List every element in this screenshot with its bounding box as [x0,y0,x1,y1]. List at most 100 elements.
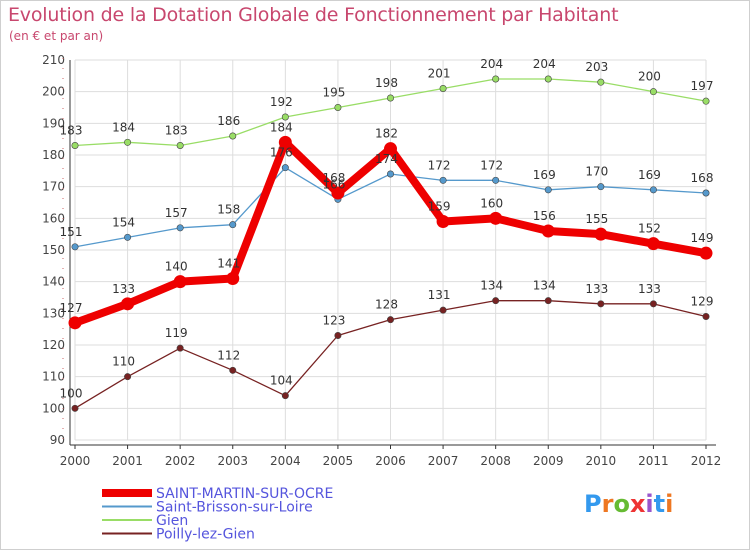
data-label-saint-martin-sur-ocre: 149 [691,231,714,245]
data-point-saint-martin-sur-ocre [541,224,555,238]
x-tick-label: 2010 [586,454,617,468]
data-point-poilly-lez-gien [544,297,552,305]
data-point-saint-brisson-sur-loire [386,170,394,178]
data-point-poilly-lez-gien [597,300,605,308]
data-point-saint-martin-sur-ocre [68,316,82,330]
logo-letter: i [665,490,674,518]
series-group [68,75,713,412]
data-point-saint-brisson-sur-loire [649,186,657,194]
data-point-saint-martin-sur-ocre [384,142,397,156]
x-tick-label: 2001 [112,454,143,468]
y-tick-label: 190 [42,116,65,130]
data-point-saint-brisson-sur-loire [439,176,447,184]
grid-lines [74,59,707,441]
data-point-poilly-lez-gien [334,331,342,339]
data-label-poilly-lez-gien: 112 [217,348,240,362]
data-point-gien [649,88,657,96]
y-tick-label: 160 [42,211,65,225]
data-label-saint-brisson-sur-loire: 154 [112,215,135,229]
y-tick-label: 100 [42,401,65,415]
data-label-saint-brisson-sur-loire: 151 [60,225,83,239]
data-label-saint-brisson-sur-loire: 170 [585,165,608,179]
y-tick-label: 150 [42,243,65,257]
data-point-saint-martin-sur-ocre [594,227,608,241]
data-label-saint-brisson-sur-loire: 168 [691,171,714,185]
x-tick-label: 2009 [533,454,564,468]
data-point-poilly-lez-gien [386,316,394,324]
data-label-poilly-lez-gien: 134 [533,279,556,293]
data-point-poilly-lez-gien [281,392,289,400]
y-tick-label: 130 [42,306,65,320]
x-tick-label: 2004 [270,454,301,468]
data-point-gien [492,75,500,83]
data-point-gien [702,97,710,105]
data-point-saint-brisson-sur-loire [597,183,605,191]
chart-subtitle: (en € et par an) [9,29,104,43]
data-label-gien: 184 [112,120,135,134]
x-tick-label: 2011 [638,454,669,468]
data-point-saint-brisson-sur-loire [229,221,237,229]
data-point-gien [544,75,552,83]
data-point-saint-martin-sur-ocre [226,272,240,285]
data-label-saint-martin-sur-ocre: 141 [217,257,240,271]
y-tick-label: 90 [50,433,65,447]
data-labels: 183 184 183 186 192 195 198 201 204 204 203 200 197 1… [60,57,714,400]
legend-label: SAINT-MARTIN-SUR-OCRE [156,486,333,502]
data-label-saint-brisson-sur-loire: 157 [165,206,188,220]
data-label-gien: 201 [428,67,451,81]
data-point-saint-brisson-sur-loire [702,189,710,197]
y-tick-label: 120 [42,338,65,352]
logo-letter: P [584,490,602,518]
data-point-poilly-lez-gien [439,306,447,314]
data-point-saint-martin-sur-ocre [121,297,135,311]
data-point-gien [229,132,237,140]
data-point-gien [334,104,342,112]
data-point-saint-martin-sur-ocre [489,211,503,225]
data-point-gien [386,94,394,102]
data-label-saint-brisson-sur-loire: 158 [217,203,240,217]
data-label-gien: 183 [60,124,83,138]
data-label-saint-martin-sur-ocre: 156 [533,209,556,223]
data-label-poilly-lez-gien: 129 [691,295,714,309]
y-tick-label: 170 [42,180,65,194]
data-label-saint-martin-sur-ocre: 127 [60,301,83,315]
x-tick-label: 2003 [217,454,248,468]
y-tick-label: 110 [42,370,65,384]
data-point-saint-martin-sur-ocre [646,237,660,251]
data-label-poilly-lez-gien: 133 [585,282,608,296]
data-point-saint-brisson-sur-loire [544,186,552,194]
data-label-saint-brisson-sur-loire: 169 [533,168,556,182]
data-point-saint-martin-sur-ocre [173,275,187,289]
data-label-poilly-lez-gien: 134 [480,279,503,293]
data-point-poilly-lez-gien [176,344,184,352]
logo-letter: x [629,490,646,518]
data-point-saint-brisson-sur-loire [71,243,79,251]
data-point-saint-brisson-sur-loire [124,233,132,241]
data-point-saint-brisson-sur-loire [176,224,184,232]
data-label-gien: 197 [691,79,714,93]
legend-label: Saint-Brisson-sur-Loire [156,500,313,516]
x-tick-label: 2002 [165,454,196,468]
logo-letter: o [613,490,630,518]
data-label-saint-brisson-sur-loire: 176 [270,146,293,160]
data-label-saint-martin-sur-ocre: 133 [112,282,135,296]
data-point-gien [597,78,605,86]
data-label-poilly-lez-gien: 100 [60,386,83,400]
x-tick-label: 2007 [428,454,459,468]
legend: SAINT-MARTIN-SUR-OCRESaint-Brisson-sur-L… [102,486,333,543]
data-label-saint-martin-sur-ocre: 168 [322,171,345,185]
data-point-saint-martin-sur-ocre [699,246,713,260]
data-label-gien: 204 [533,57,556,71]
y-tick-label: 210 [42,53,65,67]
y-tick-label: 180 [42,148,65,162]
data-label-gien: 192 [270,95,293,109]
x-tick-label: 2000 [60,454,91,468]
data-label-poilly-lez-gien: 131 [428,288,451,302]
data-label-poilly-lez-gien: 110 [112,355,135,369]
data-label-saint-martin-sur-ocre: 182 [375,127,398,141]
data-point-gien [124,138,132,146]
proxiti-logo: Proxiti [584,490,673,518]
data-label-saint-martin-sur-ocre: 160 [480,196,503,210]
data-label-gien: 183 [165,124,188,138]
data-label-poilly-lez-gien: 104 [270,374,293,388]
